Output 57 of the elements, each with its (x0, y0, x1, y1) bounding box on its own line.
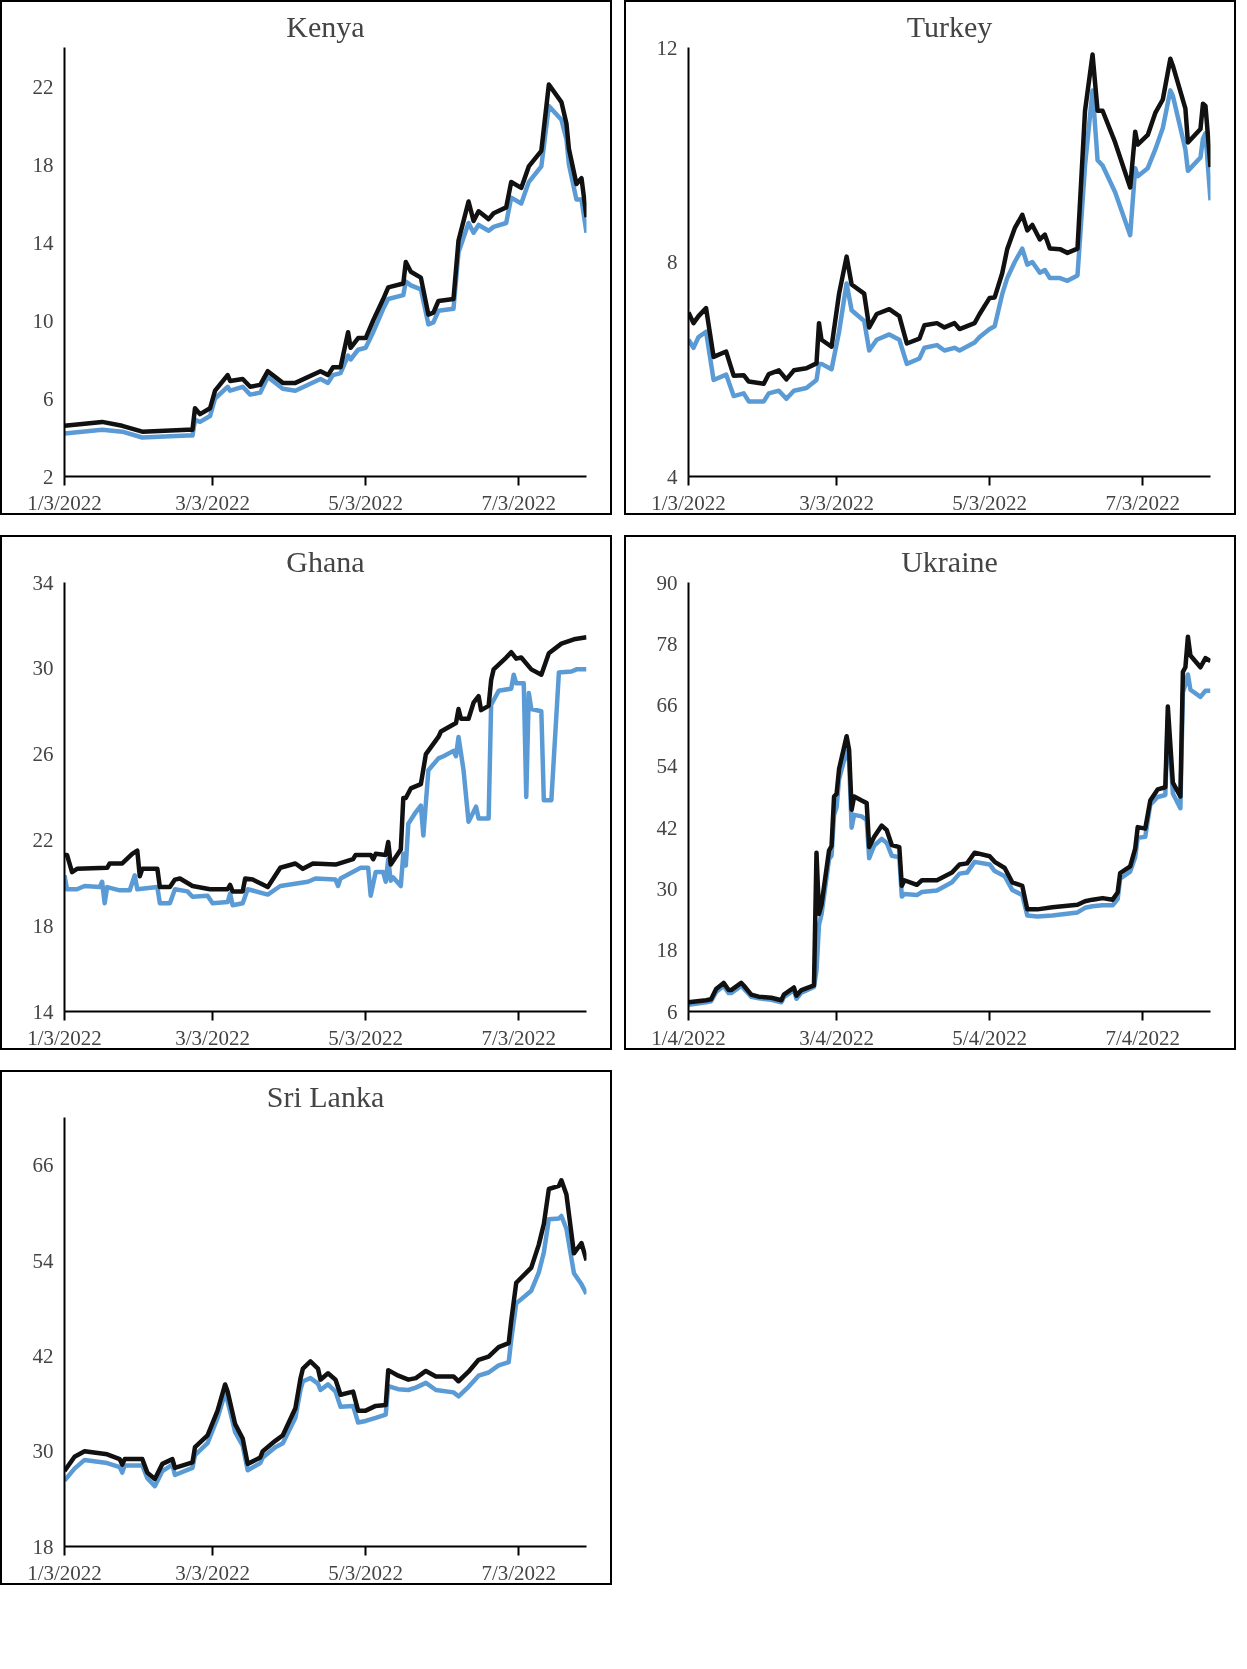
x-tick-label: 1/3/2022 (27, 1025, 102, 1050)
chart-title: Ghana (286, 544, 365, 578)
y-tick-label: 14 (32, 999, 54, 1024)
x-tick-label: 7/3/2022 (1105, 490, 1181, 515)
y-tick-label: 54 (656, 754, 678, 779)
x-tick-label: 1/4/2022 (651, 1025, 726, 1050)
y-tick-label: 18 (656, 938, 678, 963)
x-tick-label: 7/3/2022 (481, 490, 557, 515)
x-tick-label: 5/3/2022 (952, 490, 1027, 515)
y-tick-label: 66 (32, 1153, 54, 1178)
y-tick-label: 14 (32, 230, 54, 255)
x-tick-label: 1/3/2022 (651, 490, 726, 515)
x-tick-label: 7/4/2022 (1105, 1025, 1181, 1050)
x-tick-label: 5/3/2022 (328, 490, 403, 515)
y-tick-label: 30 (32, 656, 54, 681)
x-tick-label: 5/3/2022 (328, 1560, 403, 1585)
x-tick-label: 5/4/2022 (952, 1025, 1027, 1050)
chart-title: Ukraine (901, 544, 998, 578)
line-series (64, 634, 587, 894)
x-tick-label: 7/3/2022 (481, 1025, 557, 1050)
y-tick-label: 78 (656, 631, 678, 656)
y-tick-label: 26 (32, 742, 54, 767)
x-tick-label: 3/3/2022 (175, 1560, 250, 1585)
y-tick-label: 42 (32, 1343, 54, 1368)
chart-title: Sri Lanka (266, 1079, 385, 1113)
y-tick-label: 66 (656, 693, 678, 718)
line-series (64, 667, 587, 908)
line-series (688, 52, 1211, 386)
chart-title: Turkey (906, 9, 993, 43)
y-tick-label: 4 (667, 464, 678, 489)
y-tick-label: 22 (32, 827, 54, 852)
y-tick-label: 90 (656, 570, 678, 595)
x-tick-label: 1/3/2022 (27, 490, 102, 515)
x-tick-label: 7/3/2022 (481, 1560, 557, 1585)
y-tick-label: 30 (656, 876, 678, 901)
x-tick-label: 3/3/2022 (799, 490, 874, 515)
x-tick-label: 3/4/2022 (799, 1025, 874, 1050)
y-tick-label: 6 (43, 386, 54, 411)
x-tick-label: 3/3/2022 (175, 490, 250, 515)
chart-title: Kenya (286, 9, 365, 43)
x-tick-label: 5/3/2022 (328, 1025, 403, 1050)
y-tick-label: 2 (43, 464, 54, 489)
y-tick-label: 12 (656, 35, 678, 60)
y-tick-label: 54 (32, 1248, 54, 1273)
y-tick-label: 22 (32, 74, 54, 99)
y-tick-label: 18 (32, 152, 54, 177)
line-series (688, 88, 1211, 404)
x-tick-label: 1/3/2022 (27, 1560, 102, 1585)
y-tick-label: 18 (32, 913, 54, 938)
y-tick-label: 30 (32, 1439, 54, 1464)
y-tick-label: 6 (667, 999, 678, 1024)
y-tick-label: 18 (32, 1534, 54, 1559)
x-tick-label: 3/3/2022 (175, 1025, 250, 1050)
y-tick-label: 42 (656, 815, 678, 840)
y-tick-label: 8 (667, 250, 678, 274)
y-tick-label: 34 (32, 570, 54, 595)
y-tick-label: 10 (32, 308, 54, 333)
